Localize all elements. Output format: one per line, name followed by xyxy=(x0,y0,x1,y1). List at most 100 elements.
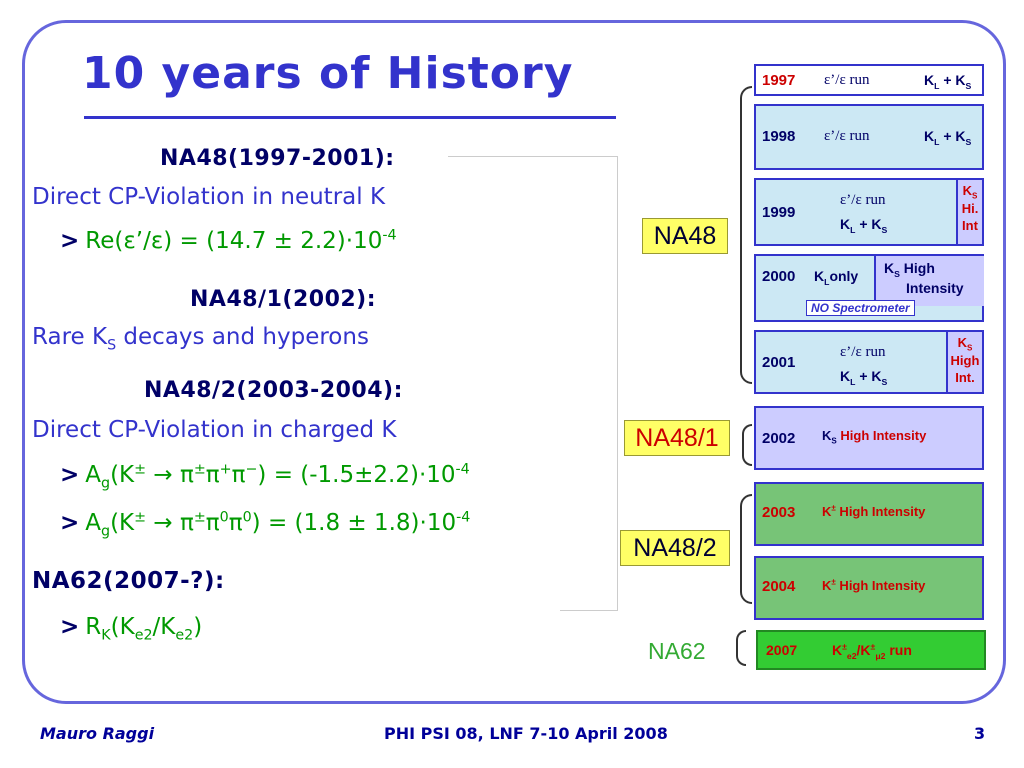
s: S xyxy=(881,224,888,235)
ag-a: A xyxy=(85,462,102,488)
run-label: ε’/ε run xyxy=(840,344,886,360)
ag0-exp: -4 xyxy=(456,509,471,526)
rk-e2b: e2 xyxy=(175,627,194,644)
mid: + K xyxy=(855,216,882,232)
brace-na482 xyxy=(740,494,752,604)
s: S xyxy=(972,191,978,201)
ag0-zero2: 0 xyxy=(242,509,252,526)
k: K xyxy=(840,368,851,384)
footer-page-number: 3 xyxy=(974,724,986,743)
bullet-re-eps: > Re(ε’/ε) = (14.7 ± 2.2)·10-4 xyxy=(60,228,397,254)
l: L xyxy=(850,376,856,387)
label-na481: NA48/1 xyxy=(624,420,730,456)
run-label: ε’/ε run xyxy=(824,72,870,88)
label-na482: NA48/2 xyxy=(620,530,730,566)
slide-title: 10 years of History xyxy=(82,48,574,99)
year-box-2000: 2000 KLonly KS High Intensity NO Spectro… xyxy=(754,254,984,322)
guide-line-vertical xyxy=(617,156,618,610)
s: S xyxy=(965,136,972,147)
k: K xyxy=(840,216,851,232)
k: K xyxy=(832,642,843,658)
ag-plus: + xyxy=(219,461,232,478)
s: S xyxy=(967,343,973,353)
pm2: ± xyxy=(870,641,876,652)
txt: High Intensity xyxy=(835,504,926,519)
year-label: 2003 xyxy=(762,504,796,521)
side2: Int. xyxy=(955,370,975,386)
kaon-label: KL + KS xyxy=(840,368,888,387)
kpm-high-intensity-label: K± High Intensity xyxy=(822,504,925,519)
kaon-label: KL + KS xyxy=(924,128,972,147)
ks-high-intensity-panel: KS High Intensity xyxy=(874,256,984,306)
txt1: High xyxy=(899,260,935,276)
ag-pi: π xyxy=(205,462,220,488)
ag-pm: ± xyxy=(134,461,147,478)
k: K xyxy=(822,504,832,519)
label-na48: NA48 xyxy=(642,218,728,254)
na481-line-post: decays and hyperons xyxy=(116,324,369,350)
bullet-marker: > xyxy=(60,614,80,640)
l: L xyxy=(824,276,830,287)
bullet-marker: > xyxy=(60,228,80,254)
section-na482-header: NA48/2(2003-2004): xyxy=(144,378,403,403)
year-box-2004: 2004 K± High Intensity xyxy=(754,556,984,620)
ag-arrow: → π xyxy=(146,462,194,488)
k: K xyxy=(957,335,967,350)
ke2-run-label: K±e2/K±μ2 run xyxy=(832,641,912,661)
ag-pi2: π xyxy=(231,462,246,488)
brace-na481 xyxy=(742,424,752,466)
label-na62: NA62 xyxy=(648,638,706,664)
ag0-post: ) = (1.8 ± 1.8)·10 xyxy=(251,510,457,536)
brace-na48 xyxy=(740,86,752,384)
high-intensity-tag: KS High Int. xyxy=(946,332,982,392)
pm: ± xyxy=(842,641,847,652)
side1: Hi. xyxy=(961,200,979,216)
footer-author: Mauro Raggi xyxy=(40,724,155,743)
section-na62-header: NA62(2007-?): xyxy=(32,568,225,594)
kaon-label: KL + KS xyxy=(924,72,972,91)
ag-exp: -4 xyxy=(455,461,470,478)
section-na48-line: Direct CP-Violation in neutral K xyxy=(32,184,386,210)
run: run xyxy=(885,642,912,658)
brace-na62 xyxy=(736,630,746,666)
rk-e2: e2 xyxy=(134,627,153,644)
k: K xyxy=(962,183,972,198)
s: S xyxy=(965,80,972,91)
kpm-high-intensity-label: K± High Intensity xyxy=(822,578,925,593)
slide-frame xyxy=(22,20,1006,704)
rk-mid: (K xyxy=(110,614,135,640)
na481-line-pre: Rare K xyxy=(32,324,108,350)
bullet-re-eps-text: Re(ε’/ε) = (14.7 ± 2.2)·10 xyxy=(85,228,383,254)
k: K xyxy=(924,128,935,144)
s: S xyxy=(881,376,888,387)
year-label: 2002 xyxy=(762,430,796,447)
l: L xyxy=(934,136,940,147)
mu2: μ2 xyxy=(875,650,886,661)
year-label: 1998 xyxy=(762,128,796,145)
year-label: 1999 xyxy=(762,204,796,221)
year-label: 2000 xyxy=(762,268,796,285)
ag-mid: (K xyxy=(110,462,135,488)
ag0-pi2: π xyxy=(228,510,243,536)
k: K xyxy=(814,268,825,284)
year-box-2002: 2002 KS High Intensity xyxy=(754,406,984,470)
ag0-a: A xyxy=(85,510,102,536)
k: K xyxy=(822,428,832,443)
ag0-pm: ± xyxy=(134,509,147,526)
year-label: 2004 xyxy=(762,578,796,595)
section-na482-line: Direct CP-Violation in charged K xyxy=(32,417,397,443)
ag-minus: − xyxy=(245,461,258,478)
na481-line-sub: S xyxy=(107,337,117,354)
year-box-1997: 1997 ε’/ε run KL + KS xyxy=(754,64,984,96)
e2: e2 xyxy=(846,650,857,661)
title-underline xyxy=(84,116,616,119)
k: K xyxy=(822,578,832,593)
run-label: ε’/ε run xyxy=(824,128,870,144)
mid: + K xyxy=(855,368,882,384)
bullet-ag-charged: > Ag(K± → π±π+π−) = (-1.5±2.2)·10-4 xyxy=(60,461,470,491)
side1: High xyxy=(950,352,980,368)
ag0-pi: π xyxy=(205,510,220,536)
l: L xyxy=(850,224,856,235)
k: K xyxy=(884,260,895,276)
pm: ± xyxy=(831,503,836,513)
